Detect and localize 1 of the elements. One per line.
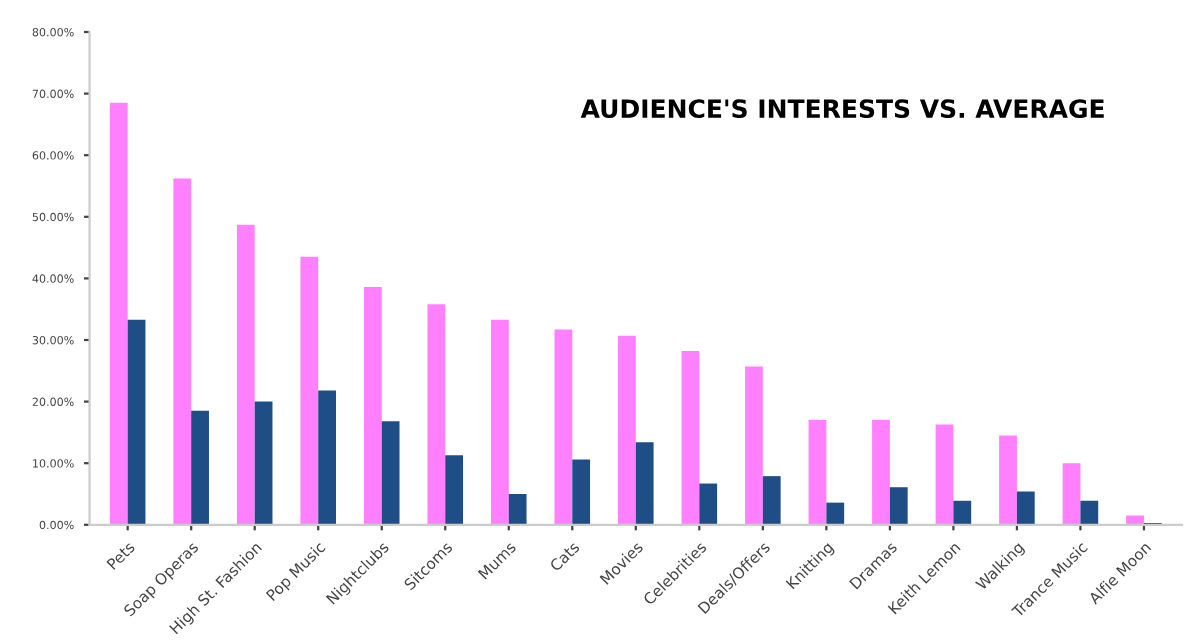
text: AUDIENCE'S INTERESTS VS. AVERAGE (580, 99, 1104, 119)
